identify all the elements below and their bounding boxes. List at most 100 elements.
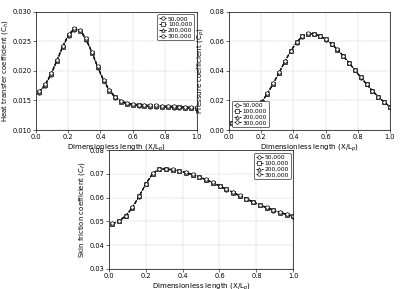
200,000 (363, 82, 368, 86)
200,000 (150, 172, 154, 175)
50,000 (243, 198, 248, 201)
100,000 (113, 96, 117, 99)
50,000 (235, 119, 240, 123)
200,000 (130, 206, 134, 209)
300,000 (116, 219, 121, 223)
50,000 (290, 215, 295, 218)
300,000 (176, 169, 181, 172)
100,000 (243, 197, 248, 201)
50,000 (143, 183, 148, 186)
100,000 (153, 105, 158, 108)
300,000 (159, 104, 164, 108)
200,000 (153, 104, 158, 108)
100,000 (264, 92, 269, 95)
200,000 (182, 105, 187, 109)
100,000 (123, 214, 128, 218)
50,000 (277, 211, 282, 214)
100,000 (257, 203, 262, 207)
300,000 (250, 200, 255, 203)
300,000 (235, 119, 240, 123)
100,000 (317, 34, 322, 38)
300,000 (124, 101, 129, 105)
200,000 (37, 90, 42, 94)
50,000 (153, 105, 158, 109)
300,000 (143, 182, 148, 185)
100,000 (277, 211, 282, 214)
300,000 (107, 88, 111, 92)
100,000 (118, 100, 123, 103)
300,000 (109, 222, 114, 225)
200,000 (89, 51, 94, 54)
200,000 (288, 49, 292, 53)
200,000 (130, 103, 135, 106)
100,000 (190, 173, 195, 177)
50,000 (101, 79, 106, 83)
200,000 (264, 92, 269, 95)
50,000 (188, 107, 193, 110)
200,000 (217, 184, 221, 188)
Line: 300,000: 300,000 (230, 32, 391, 124)
300,000 (113, 95, 117, 98)
200,000 (116, 219, 121, 223)
100,000 (60, 45, 65, 49)
50,000 (170, 168, 174, 172)
200,000 (257, 203, 262, 207)
200,000 (183, 171, 188, 174)
50,000 (387, 105, 391, 109)
300,000 (259, 100, 263, 104)
300,000 (237, 194, 241, 197)
100,000 (196, 175, 201, 179)
300,000 (328, 42, 333, 45)
300,000 (263, 205, 268, 209)
200,000 (83, 37, 88, 40)
100,000 (163, 167, 168, 171)
200,000 (270, 82, 275, 85)
200,000 (311, 32, 316, 36)
300,000 (387, 105, 391, 108)
100,000 (259, 101, 263, 104)
200,000 (369, 89, 374, 92)
X-axis label: Dimensionless length (X/L$_p$): Dimensionless length (X/L$_p$) (259, 143, 358, 154)
Legend: 50,000, 100,000, 200,000, 300,000: 50,000, 100,000, 200,000, 300,000 (231, 101, 268, 127)
Line: 50,000: 50,000 (230, 32, 391, 125)
50,000 (311, 32, 316, 36)
100,000 (165, 105, 170, 109)
200,000 (223, 187, 228, 191)
200,000 (176, 169, 181, 173)
50,000 (150, 172, 154, 176)
200,000 (284, 213, 288, 216)
50,000 (83, 38, 88, 42)
200,000 (259, 100, 263, 104)
50,000 (95, 66, 100, 70)
300,000 (352, 68, 356, 72)
100,000 (203, 178, 208, 182)
100,000 (294, 41, 298, 44)
X-axis label: Dimensionless length (X/L$_p$): Dimensionless length (X/L$_p$) (67, 143, 166, 154)
200,000 (276, 71, 281, 74)
200,000 (230, 191, 235, 194)
100,000 (107, 89, 111, 92)
300,000 (83, 37, 88, 40)
100,000 (150, 172, 154, 176)
100,000 (171, 105, 176, 109)
300,000 (130, 102, 135, 106)
300,000 (264, 92, 269, 95)
50,000 (250, 201, 255, 204)
200,000 (170, 168, 174, 171)
50,000 (136, 104, 141, 108)
300,000 (369, 89, 374, 92)
50,000 (270, 82, 275, 86)
300,000 (163, 167, 168, 171)
50,000 (183, 171, 188, 175)
50,000 (223, 188, 228, 191)
300,000 (136, 103, 141, 106)
300,000 (317, 34, 322, 38)
300,000 (277, 210, 282, 214)
100,000 (159, 105, 164, 108)
200,000 (196, 175, 201, 179)
50,000 (257, 203, 262, 207)
50,000 (305, 32, 310, 36)
50,000 (194, 107, 199, 110)
300,000 (210, 181, 215, 184)
50,000 (109, 223, 114, 226)
